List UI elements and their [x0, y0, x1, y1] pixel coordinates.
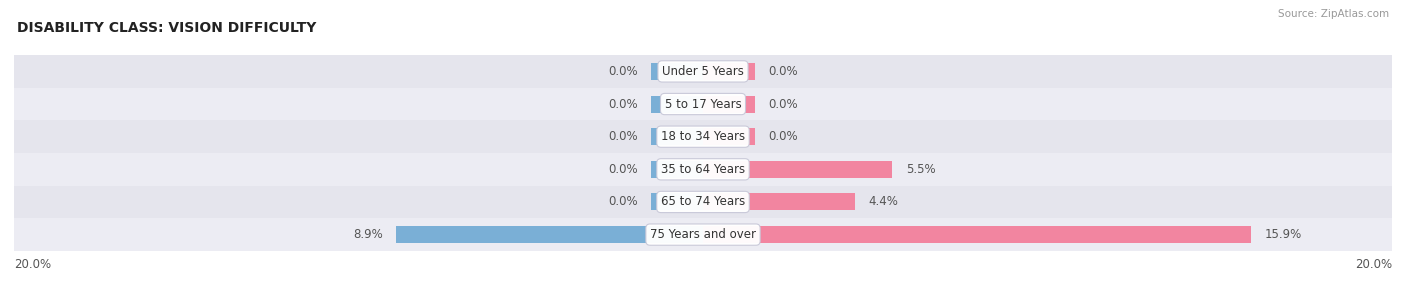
Bar — [703, 63, 755, 80]
Text: 0.0%: 0.0% — [769, 98, 799, 110]
Bar — [14, 88, 1392, 120]
Bar — [703, 161, 893, 178]
Bar — [14, 153, 1392, 186]
Bar — [14, 218, 1392, 251]
Text: 0.0%: 0.0% — [769, 65, 799, 78]
Text: 0.0%: 0.0% — [607, 196, 637, 208]
Bar — [651, 95, 703, 113]
Bar — [14, 186, 1392, 218]
Text: 5.5%: 5.5% — [907, 163, 936, 176]
Text: Under 5 Years: Under 5 Years — [662, 65, 744, 78]
Bar — [651, 161, 703, 178]
Text: 35 to 64 Years: 35 to 64 Years — [661, 163, 745, 176]
Bar — [703, 226, 1251, 243]
Text: 5 to 17 Years: 5 to 17 Years — [665, 98, 741, 110]
Text: DISABILITY CLASS: VISION DIFFICULTY: DISABILITY CLASS: VISION DIFFICULTY — [17, 21, 316, 35]
Text: 0.0%: 0.0% — [769, 130, 799, 143]
Bar — [396, 226, 703, 243]
Text: 75 Years and over: 75 Years and over — [650, 228, 756, 241]
Bar — [651, 128, 703, 145]
Bar — [703, 128, 755, 145]
Bar — [14, 55, 1392, 88]
Text: 0.0%: 0.0% — [607, 65, 637, 78]
Bar — [14, 120, 1392, 153]
Text: 0.0%: 0.0% — [607, 163, 637, 176]
Text: 0.0%: 0.0% — [607, 98, 637, 110]
Text: 4.4%: 4.4% — [869, 196, 898, 208]
Text: 65 to 74 Years: 65 to 74 Years — [661, 196, 745, 208]
Text: 8.9%: 8.9% — [353, 228, 382, 241]
Text: 20.0%: 20.0% — [1355, 258, 1392, 271]
Text: Source: ZipAtlas.com: Source: ZipAtlas.com — [1278, 9, 1389, 19]
Text: 18 to 34 Years: 18 to 34 Years — [661, 130, 745, 143]
Bar — [703, 95, 755, 113]
Bar — [703, 193, 855, 211]
Text: 0.0%: 0.0% — [607, 130, 637, 143]
Text: 15.9%: 15.9% — [1264, 228, 1302, 241]
Bar — [651, 63, 703, 80]
Text: 20.0%: 20.0% — [14, 258, 51, 271]
Bar — [651, 193, 703, 211]
